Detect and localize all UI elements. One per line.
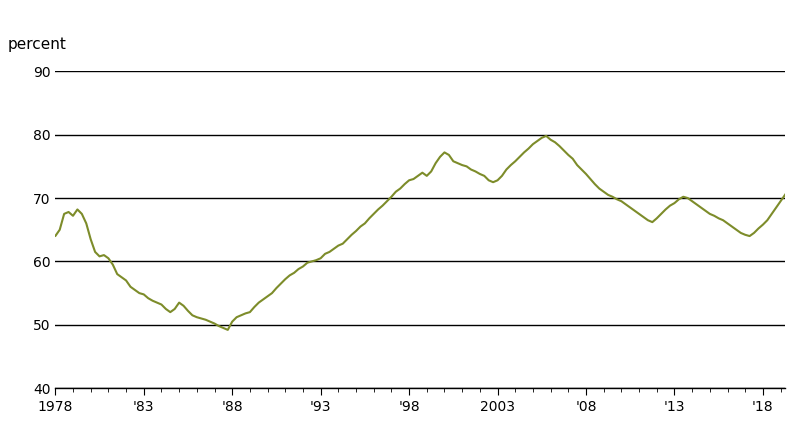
- Text: percent: percent: [8, 37, 66, 52]
